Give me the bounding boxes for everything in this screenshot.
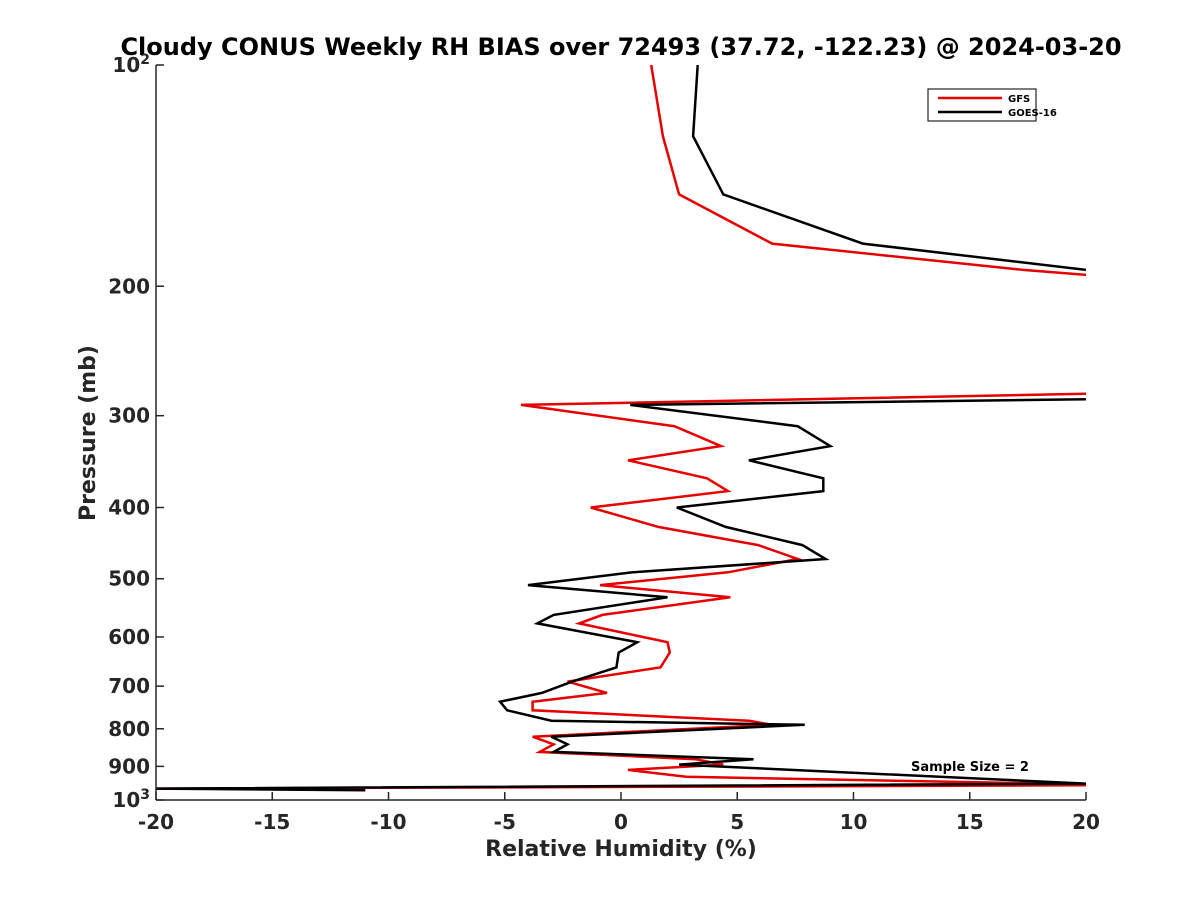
x-tick-label: 10 [840,810,868,834]
y-axis-label: Pressure (mb) [76,345,101,521]
y-tick-label: 102 [112,52,150,77]
series-line [649,65,1086,277]
legend-label: GOES-16 [1008,108,1057,119]
x-tick-label: 20 [1072,810,1100,834]
legend-label: GFS [1008,94,1030,105]
x-tick-label: 0 [614,810,628,834]
chart-title: Cloudy CONUS Weekly RH BIAS over 72493 (… [120,33,1121,61]
y-tick-label: 200 [108,274,150,298]
x-axis-label: Relative Humidity (%) [485,837,757,862]
y-tick-label: 900 [108,754,150,778]
y-tick-label: 103 [112,787,150,812]
legend: GFS GOES-16 [927,88,1057,122]
x-tick-label: -20 [138,810,174,834]
axes-frame [155,65,1086,801]
x-tick-label: 5 [730,810,744,834]
y-tick-label: 800 [108,717,150,741]
x-tick-label: -5 [494,810,516,834]
y-tick-label: 400 [108,496,150,520]
series-line [691,65,1086,272]
x-tick-label: -10 [370,810,406,834]
tick-labels: -20 -15 -10 -5 0 5 10 15 20 102 200 300 400 500 600 700… [108,52,1100,834]
sample-size-annotation: Sample Size = 2 [911,760,1029,775]
y-tick-label: 700 [108,674,150,698]
series-line [156,398,1086,792]
plot-area [156,65,1086,800]
y-tick-label: 500 [108,567,150,591]
y-tick-label: 600 [108,625,150,649]
series-gfs [156,65,1086,790]
y-tick-label: 300 [108,404,150,428]
series-lines [156,65,1086,792]
x-tick-label: 15 [956,810,984,834]
legend-box [927,88,1037,122]
series-line [156,392,1086,790]
x-tick-label: -15 [254,810,290,834]
series-goes-16 [156,65,1086,792]
